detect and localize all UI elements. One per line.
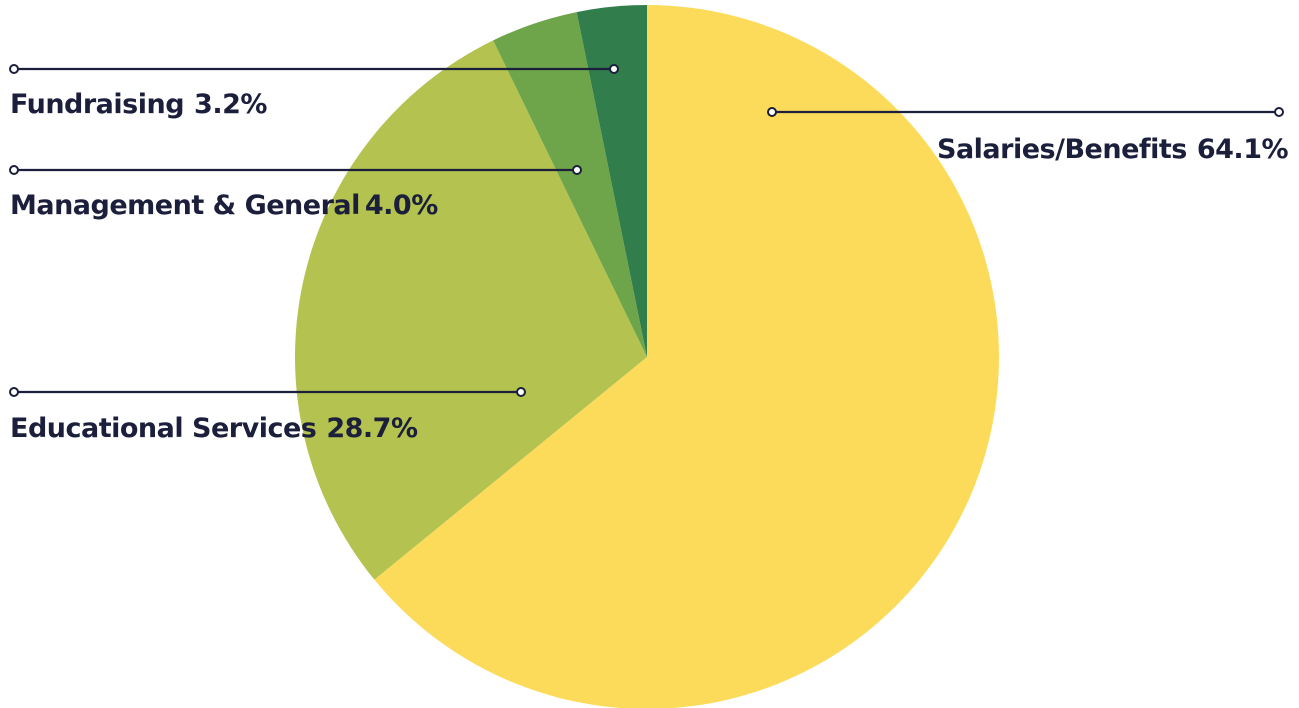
slice-label-management-and-general: Management & General 4.0% [10,190,438,221]
callout-dot-start-fundraising [9,64,19,74]
callout-dot-end-management-and-general [572,165,582,175]
callout-dot-start-educational-services [9,387,19,397]
callout-dot-end-fundraising [609,64,619,74]
pie-slice-educational-services [295,40,647,580]
slice-value-management-and-general: 4.0% [365,190,438,221]
pie-slice-fundraising [576,5,647,357]
slice-value-fundraising: 3.2% [194,89,267,120]
callout-dot-end-salaries-benefits [1274,107,1284,117]
slice-label-fundraising: Fundraising 3.2% [10,89,267,120]
pie-slice-salaries-benefits [374,5,999,708]
slice-name-educational-services: Educational Services [10,413,316,444]
slice-value-salaries-benefits: 64.1% [1197,134,1289,165]
slice-labels: Salaries/Benefits 64.1% Educational Servic… [10,89,1289,444]
callout-dot-start-management-and-general [9,165,19,175]
slice-name-fundraising: Fundraising [10,89,184,120]
slice-name-management-and-general: Management & General [10,190,360,221]
slice-label-educational-services: Educational Services 28.7% [10,413,418,444]
callout-lines [9,64,1284,397]
callout-dot-start-salaries-benefits [767,107,777,117]
callout-dot-end-educational-services [516,387,526,397]
slice-value-educational-services: 28.7% [326,413,418,444]
pie-slice-management-and-general [493,12,647,358]
slice-label-salaries-benefits: Salaries/Benefits 64.1% [937,134,1288,165]
pie-slices [295,5,999,708]
slice-name-salaries-benefits: Salaries/Benefits [937,134,1187,165]
